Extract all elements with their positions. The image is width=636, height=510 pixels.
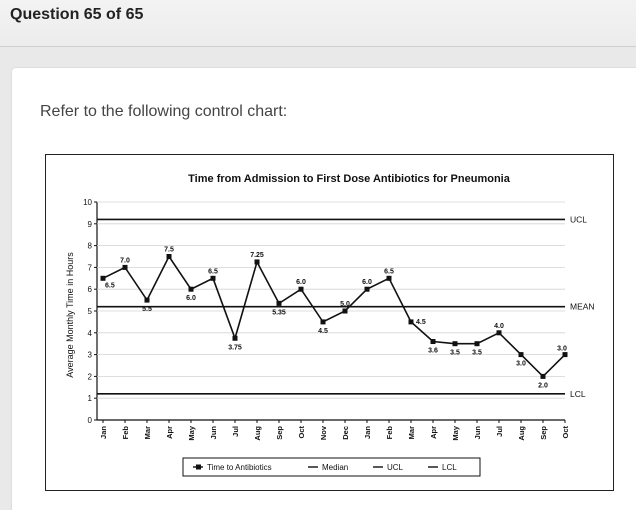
x-tick-label: Jan [363,426,372,439]
x-tick-label: Sep [275,426,284,440]
data-point [122,264,128,270]
data-point [144,297,150,303]
data-point [430,339,436,345]
data-label: 6.0 [186,295,196,302]
ucl-label: UCL [570,214,587,224]
x-tick-label: Jan [99,426,108,439]
data-point [100,275,106,281]
data-label: 3.5 [450,350,460,357]
legend-marker [196,464,201,470]
chart-y-axis-label: Average Monthly Time in Hours [65,252,75,378]
data-label: 6.5 [105,282,115,289]
data-point [386,275,392,281]
y-tick-label: 9 [88,220,93,229]
legend-entry: UCL [387,463,404,472]
x-tick-label: Mar [407,426,416,439]
data-point [518,352,524,358]
data-label: 7.5 [164,247,174,254]
y-tick-label: 4 [88,329,93,338]
x-tick-label: Jun [209,426,218,440]
x-tick-label: Jun [473,426,482,440]
data-label: 2.0 [538,382,548,389]
legend-box [182,457,481,477]
x-tick-label: Nov [319,425,328,440]
y-tick-label: 2 [88,372,93,381]
data-point [562,352,568,358]
data-point [540,373,546,379]
data-point [298,286,304,292]
legend-entry: LCL [442,463,457,472]
data-point [210,275,216,281]
y-tick-label: 1 [88,394,93,403]
y-tick-label: 0 [88,416,93,425]
data-point [188,286,194,292]
data-label: 5.0 [340,301,350,308]
data-label: 4.0 [494,323,504,330]
question-header: Question 65 of 65 [0,0,636,47]
x-tick-label: Sep [539,426,548,440]
data-label: 6.0 [362,279,372,286]
data-label: 6.5 [384,268,394,275]
series-line-time-to-antibiotics [102,254,566,378]
mean-label: MEAN [570,302,595,312]
y-tick-label: 5 [88,307,93,316]
data-label: 3.6 [428,348,438,355]
x-tick-label: Jul [495,426,504,437]
data-point [452,341,458,347]
data-label: 4.5 [318,328,328,335]
x-tick-label: Jul [231,426,240,437]
x-tick-label: Aug [517,426,526,441]
x-tick-label: Mar [143,426,152,439]
x-tick-label: Feb [385,426,394,440]
data-label: 4.5 [416,319,426,326]
data-label: 3.5 [472,350,482,357]
legend-entry: Time to Antibiotics [207,463,272,472]
control-chart: Time from Admission to First Dose Antibi… [45,154,614,491]
data-label: 3.0 [516,361,526,368]
y-tick-label: 7 [88,263,93,272]
data-point [364,286,370,292]
y-tick-label: 10 [83,198,92,207]
data-label: 6.5 [208,268,218,275]
x-tick-label: Feb [121,426,130,440]
y-tick-label: 3 [88,351,93,360]
data-label: 5.5 [142,306,152,313]
data-label: 7.25 [250,252,264,259]
data-point [320,319,326,325]
data-label: 6.0 [296,279,306,286]
data-point [166,254,172,259]
x-tick-label: Oct [561,426,570,439]
chart-title: Time from Admission to First Dose Antibi… [188,173,511,185]
x-tick-label: Aug [253,426,262,441]
data-point [496,330,502,336]
question-counter: Question 65 of 65 [10,6,144,23]
data-label: 3.0 [557,346,567,353]
x-tick-label: May [451,425,460,440]
data-point [408,319,414,325]
data-point [342,308,348,314]
data-label: 7.0 [120,257,130,264]
data-point [232,335,238,341]
x-tick-label: Apr [165,426,174,439]
legend-entry: Median [322,463,348,472]
x-tick-label: Apr [429,426,438,439]
y-tick-label: 8 [88,242,93,251]
data-point [474,341,480,347]
plot-area: 0 1 2 3 4 5 6 7 8 9 10 UCL MEAN LCL 6.5 7.0 5.5 7.5 6.0 6.5… [83,198,594,441]
data-label: 3.75 [228,344,242,351]
x-tick-label: Dec [341,426,350,440]
y-tick-label: 6 [88,285,93,294]
data-point [276,300,282,306]
data-point [254,259,260,265]
x-tick-label: Oct [297,426,306,439]
data-label: 5.35 [272,309,286,316]
x-tick-label: May [187,425,196,440]
question-prompt: Refer to the following control chart: [40,103,288,120]
control-chart-svg: Time from Admission to First Dose Antibi… [65,173,595,477]
lcl-label: LCL [570,389,586,399]
chart-legend: Time to Antibiotics Median UCL LCL [182,457,481,477]
